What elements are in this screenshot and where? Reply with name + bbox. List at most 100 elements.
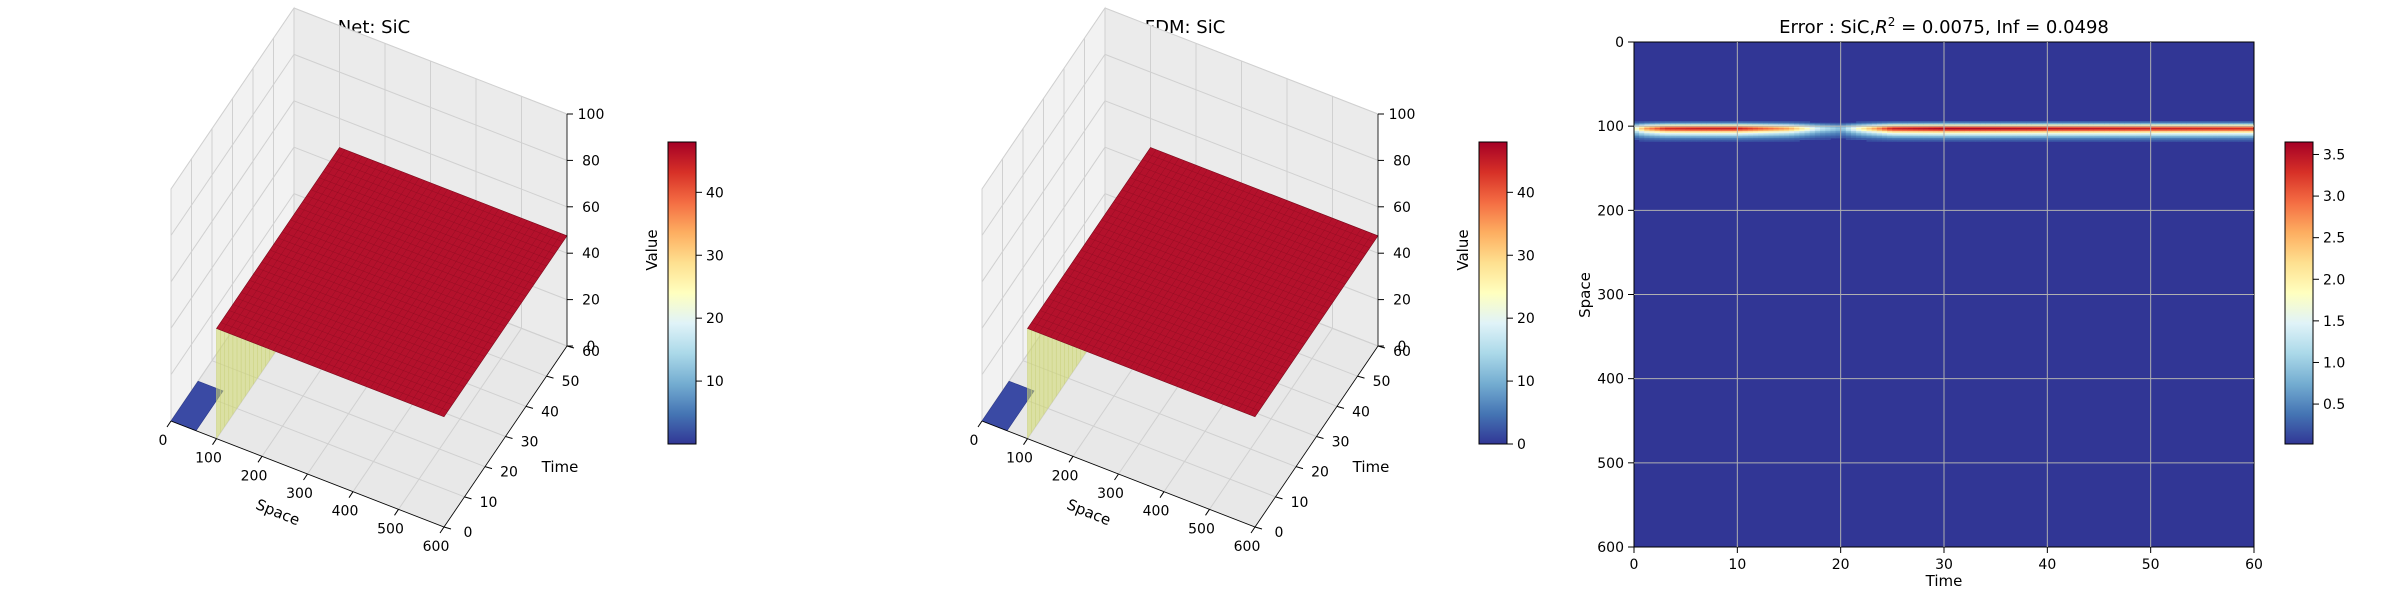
error-cell (2083, 132, 2090, 135)
error-cell (2186, 127, 2193, 130)
error-cell (2186, 134, 2193, 137)
error-cell (1747, 126, 1754, 129)
error-cell (2093, 122, 2100, 125)
error-cell (2238, 126, 2245, 129)
error-cell (1690, 121, 1697, 124)
error-cell (2228, 131, 2234, 134)
error-cell (1649, 129, 1656, 132)
error-time-tick-label: 40 (2038, 557, 2056, 573)
error-cell (1902, 139, 1909, 142)
error-cell (1907, 129, 1914, 132)
error-cell (2228, 122, 2234, 125)
error-cell (2052, 139, 2059, 142)
net-value-tick-label: 20 (582, 293, 600, 309)
error-cell (1918, 127, 1924, 130)
error-cell (2207, 134, 2214, 137)
error-cell (1644, 121, 1650, 124)
error-cell (2109, 129, 2115, 132)
error-cell (1938, 124, 1945, 127)
error-cell (2083, 126, 2090, 129)
error-cell (1659, 139, 1666, 142)
error-cell (1711, 124, 1718, 127)
error-cell (1954, 131, 1960, 134)
error-cell (1985, 122, 1991, 125)
error-cell (2197, 137, 2203, 141)
error-cell (2062, 127, 2069, 130)
error-cell (1933, 127, 1940, 130)
error-cell (1928, 132, 1935, 135)
net-surface-mesh (232, 304, 461, 393)
error-cell (2119, 136, 2126, 139)
error-cell (1654, 132, 1661, 135)
error-cell (1742, 136, 1749, 139)
error-cell (1871, 129, 1878, 132)
error-cell (2104, 134, 2110, 137)
net-surface-mesh (257, 267, 486, 357)
error-cell (2217, 127, 2224, 130)
error-cell (2140, 126, 2146, 129)
error-cell (1814, 127, 1821, 130)
error-cell (1763, 132, 1769, 135)
error-cell (2140, 124, 2146, 127)
error-cell (1794, 122, 1800, 125)
net-time-tick-label: 10 (480, 495, 498, 511)
error-cell (1840, 132, 1847, 135)
error-cell (1964, 134, 1971, 137)
error-cell (2233, 122, 2239, 125)
error-cell (1763, 121, 1769, 124)
error-cell (2000, 124, 2007, 127)
error-cell (1882, 132, 1888, 135)
error-cell (1856, 126, 1862, 129)
error-cell (1959, 122, 1966, 125)
error-cell (1938, 137, 1945, 141)
error-cell (1773, 121, 1780, 124)
error-cell (2119, 127, 2126, 130)
error-cell (2197, 136, 2203, 139)
error-cell (1809, 124, 1816, 127)
error-cell (1804, 121, 1811, 124)
error-cell (1649, 126, 1656, 129)
error-cell (1680, 131, 1687, 134)
error-cell (2197, 131, 2203, 134)
error-cell (1675, 124, 1681, 127)
error-cell (1665, 139, 1671, 142)
error-cell (2202, 134, 2208, 137)
error-title: Error : SiC,R2 = 0.0075, Inf = 0.0498 (1779, 15, 2109, 38)
error-cell (1732, 132, 1738, 135)
error-cell (1814, 129, 1821, 132)
error-cell (1773, 129, 1780, 132)
error-cell (2099, 122, 2105, 125)
error-cell (2181, 134, 2188, 137)
error-cell (2217, 126, 2224, 129)
error-cell (1830, 131, 1836, 134)
error-cell (1701, 139, 1707, 142)
error-cell (1959, 121, 1966, 124)
error-cell (2155, 129, 2162, 132)
error-cell (1711, 137, 1718, 141)
error-cell (1835, 136, 1842, 139)
error-cell (2202, 124, 2208, 127)
error-cell (1954, 129, 1960, 132)
error-cell (2171, 136, 2177, 139)
net-time-tick-label: 60 (582, 344, 600, 360)
error-cell (1804, 124, 1811, 127)
error-cell (1933, 124, 1940, 127)
error-cell (1711, 129, 1718, 132)
error-cell (2140, 136, 2146, 139)
error-cell (2166, 129, 2172, 132)
error-cell (2114, 132, 2121, 135)
error-cell (2130, 131, 2136, 134)
error-cell (1871, 124, 1878, 127)
error-cell (1897, 127, 1904, 130)
error-cell (2021, 132, 2028, 135)
error-cell (2073, 129, 2079, 132)
error-cell (1990, 131, 1997, 134)
error-cell (2078, 127, 2084, 130)
error-cell (1851, 124, 1857, 127)
net-grid-value (293, 7, 568, 115)
error-cell (2140, 137, 2146, 141)
error-cell (2176, 131, 2183, 134)
error-cell (1887, 124, 1893, 127)
error-cell (1928, 136, 1935, 139)
